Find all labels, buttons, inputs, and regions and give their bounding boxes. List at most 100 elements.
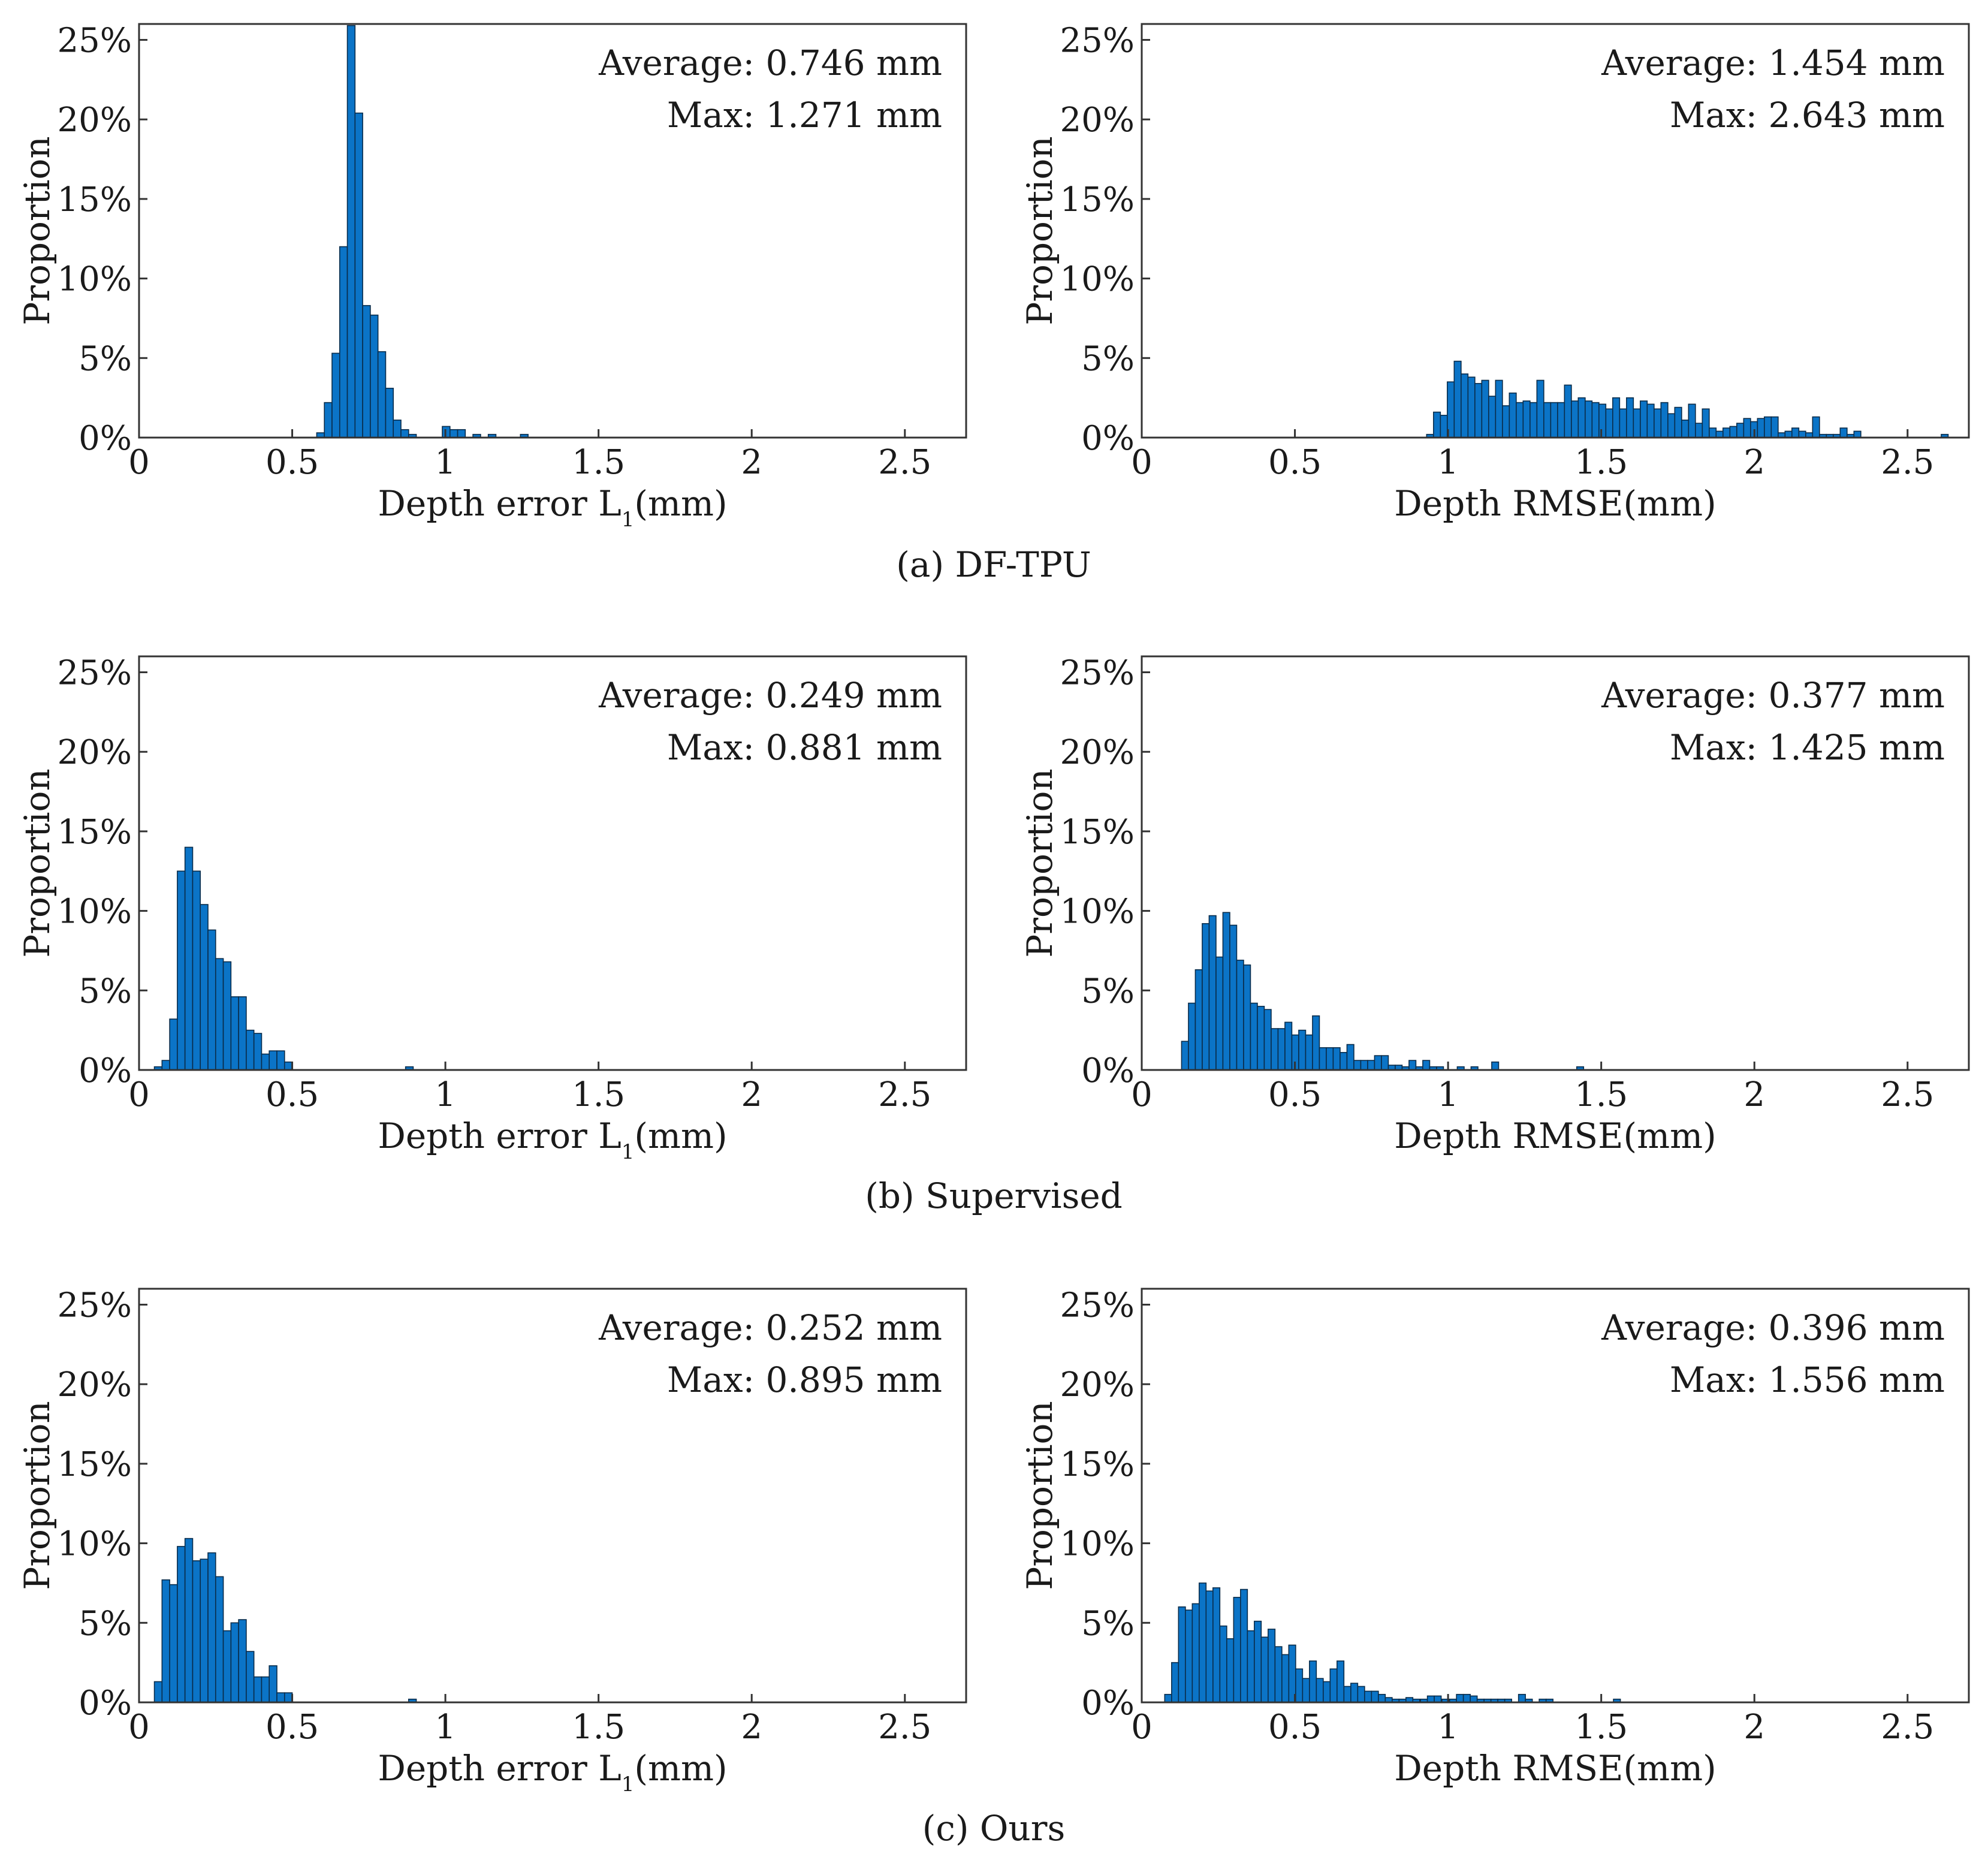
histogram-bar: [153, 1681, 163, 1703]
x-tick-label: 2.5: [1881, 1708, 1934, 1747]
histogram-bar: [393, 420, 402, 438]
histogram-bar: [1360, 1060, 1368, 1071]
histogram-bar: [253, 1676, 263, 1703]
histogram-bar: [1323, 1681, 1331, 1703]
histogram-bar: [238, 996, 247, 1071]
histogram-bar: [1770, 416, 1779, 438]
histogram-bar: [1474, 382, 1483, 438]
histogram-bar: [1332, 1047, 1341, 1071]
panel-l1-dftpu: 0 0.5 1 1.5 2 2.5 0% 5% 10% 15% 20% 25% Proportion De…: [17, 22, 967, 532]
histogram-bar: [1646, 403, 1655, 438]
y-tick-label: 10%: [58, 1525, 132, 1564]
y-tick-label: 0%: [1081, 419, 1135, 458]
bars-rmse-dftpu: [1426, 360, 1949, 438]
histogram-bar: [1243, 964, 1251, 1071]
panel-rmse-dftpu: 0 0.5 1 1.5 2 2.5 0% 5% 10% 15% 20% 25% Proportion De…: [1019, 22, 1970, 524]
histogram-bar: [1277, 1028, 1286, 1071]
histogram-bar: [1516, 402, 1524, 438]
x-tick-label: 2: [741, 1075, 762, 1114]
histogram-bar: [370, 314, 379, 438]
histogram-bar: [1530, 402, 1538, 438]
histogram-bar: [1247, 1630, 1255, 1703]
x-axis-label-subscript: 1: [622, 1772, 635, 1796]
histogram-bar: [200, 1558, 209, 1703]
histogram-bar: [1364, 1690, 1372, 1703]
histogram-bar: [1319, 1047, 1327, 1071]
histogram-bar: [1181, 1041, 1189, 1071]
histogram-bar: [1626, 397, 1634, 438]
y-tick-label: 10%: [58, 260, 132, 299]
y-tick-label: 20%: [1060, 101, 1135, 140]
histogram-bar: [192, 870, 201, 1071]
histogram-bar: [177, 1546, 186, 1703]
y-tick-label: 25%: [1060, 22, 1135, 61]
histogram-bar: [1274, 1646, 1283, 1703]
histogram-bar: [1605, 408, 1613, 438]
y-tick-label: 20%: [1060, 1365, 1135, 1404]
histogram-bar: [169, 1018, 178, 1071]
y-axis-label: Proportion: [17, 136, 58, 325]
histogram-bar: [1453, 360, 1462, 438]
x-tick-label: 2: [1743, 1075, 1765, 1114]
histogram-bar: [246, 1029, 255, 1071]
x-tick-label: 2.5: [878, 443, 931, 482]
histogram-bar: [449, 429, 458, 438]
histogram-bar: [1518, 1693, 1526, 1703]
average-annotation: Average: 0.377 mm: [1601, 675, 1945, 716]
histogram-bar: [385, 387, 394, 438]
histogram-bar: [177, 870, 186, 1071]
axes-frame: [138, 23, 967, 439]
histogram-bar: [1585, 400, 1593, 438]
histogram-bar: [1709, 427, 1717, 438]
histogram-bar: [1260, 1636, 1269, 1703]
histogram-bar: [1470, 1695, 1478, 1703]
histogram-bar: [339, 246, 348, 438]
histogram-bar: [1462, 1693, 1471, 1703]
y-tick-label: 0%: [79, 419, 132, 458]
histogram-bar: [1571, 400, 1579, 438]
x-tick-label: 1.5: [572, 1708, 625, 1747]
histogram-bar: [1219, 1625, 1227, 1703]
y-tick-label: 5%: [79, 1604, 132, 1643]
histogram-bar: [161, 1579, 170, 1703]
histogram-bar: [1171, 1662, 1179, 1703]
max-annotation: Max: 0.895 mm: [667, 1359, 942, 1400]
bars-rmse-supervised: [1181, 912, 1585, 1071]
x-tick-label: 0.5: [1268, 443, 1322, 482]
histogram-bar: [1681, 420, 1690, 438]
x-axis-label: Depth error L1(mm): [378, 1748, 727, 1796]
x-tick-label: 0: [128, 1708, 150, 1747]
histogram-bar: [1440, 415, 1448, 438]
histogram-bar: [1577, 397, 1586, 438]
y-tick-label: 5%: [79, 339, 132, 378]
histogram-bar: [1250, 1002, 1258, 1071]
average-annotation: Average: 1.454 mm: [1601, 43, 1945, 83]
y-axis-label: Proportion: [1019, 136, 1060, 325]
x-tick-label: 2: [741, 1708, 762, 1747]
x-tick-label: 0.5: [266, 1075, 319, 1114]
x-tick-label: 2.5: [878, 1075, 931, 1114]
histogram-bar: [1408, 1060, 1417, 1071]
histogram-bar: [1491, 1061, 1500, 1071]
histogram-bar: [1191, 1603, 1200, 1703]
histogram-bar: [215, 1576, 224, 1703]
y-tick-label: 0%: [79, 1051, 132, 1090]
histogram-bar: [1240, 1588, 1248, 1703]
histogram-bar: [1612, 397, 1621, 438]
histogram-bar: [1298, 1029, 1307, 1071]
histogram-bar: [230, 1622, 239, 1703]
histogram-bar: [1305, 1034, 1313, 1071]
histogram-bar: [276, 1692, 285, 1703]
x-axis-label-unit: (mm): [634, 483, 727, 524]
histogram-bar: [184, 846, 194, 1071]
histogram-bar: [230, 996, 239, 1071]
bars-l1-supervised: [153, 846, 414, 1071]
max-annotation: Max: 0.881 mm: [667, 727, 942, 768]
x-tick-label: 1: [435, 443, 456, 482]
y-tick-label: 25%: [1060, 1286, 1135, 1325]
y-tick-label: 20%: [58, 101, 132, 140]
histogram-bar: [1208, 915, 1217, 1071]
histogram-bar: [238, 1619, 247, 1703]
histogram-bar: [346, 25, 356, 438]
y-tick-label: 20%: [1060, 733, 1135, 772]
